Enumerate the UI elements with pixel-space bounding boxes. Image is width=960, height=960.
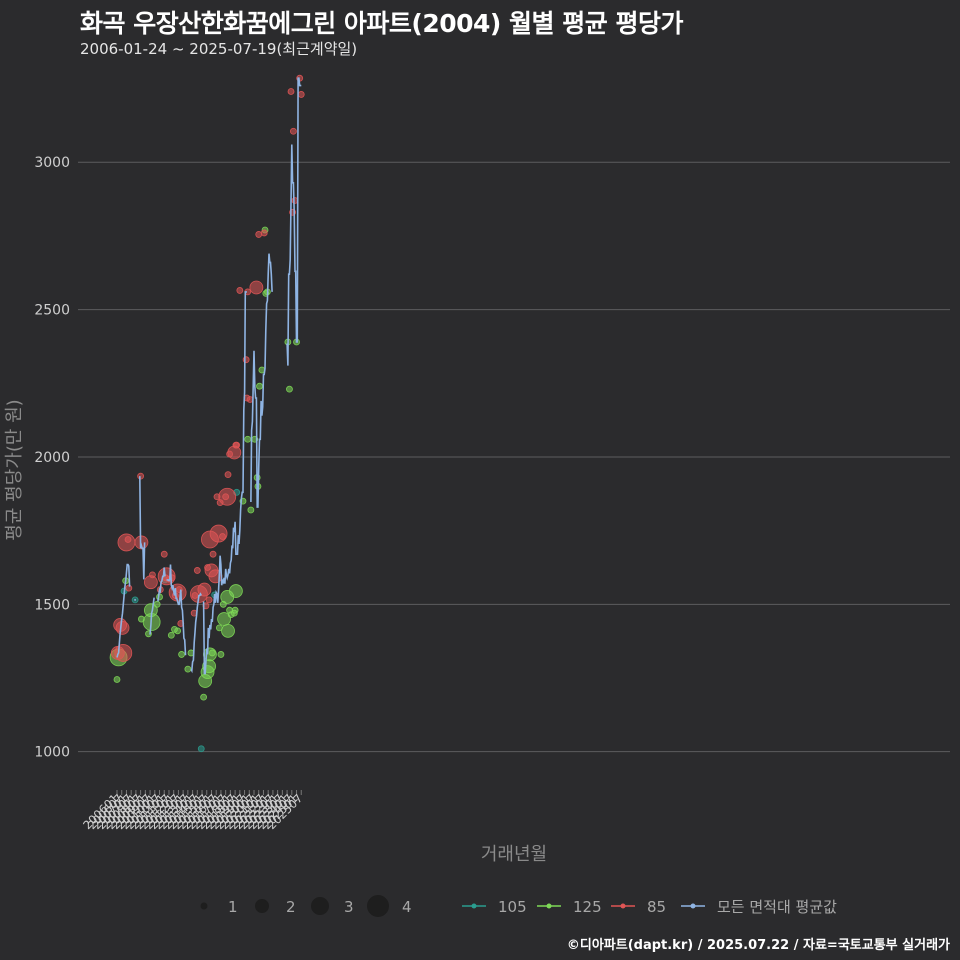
point-125: [247, 506, 255, 514]
average-line-segment: [202, 291, 247, 675]
average-line-segment: [157, 567, 166, 602]
point-85: [114, 644, 133, 662]
point-85: [287, 88, 295, 95]
size-legend-symbol: [311, 897, 329, 915]
point-85: [197, 582, 212, 597]
series-legend-dot: [690, 903, 696, 909]
average-line-segment: [190, 592, 203, 674]
series-legend-dot: [471, 903, 477, 909]
point-125: [231, 606, 239, 614]
series-legend-label: 105: [498, 898, 527, 916]
y-tick-label: 1500: [34, 597, 70, 613]
y-tick-label: 2000: [34, 450, 70, 466]
size-legend-symbol: [367, 895, 389, 917]
legend: 1 2 3 4 105 125 85 모든 면적대 평균값: [200, 895, 837, 917]
point-85: [236, 287, 244, 294]
size-legend-symbol: [255, 899, 269, 913]
point-85: [160, 550, 168, 558]
point-125: [174, 627, 182, 635]
series-legend-label: 모든 면적대 평균값: [717, 898, 837, 916]
average-line-segment: [166, 564, 187, 656]
chart-title: 화곡 우장산한화꿈에그린 아파트(2004) 월별 평균 평당가: [80, 9, 683, 38]
point-125: [256, 382, 263, 390]
average-line-segment: [250, 253, 273, 508]
size-legend-label: 1: [228, 898, 238, 916]
point-85: [224, 471, 232, 479]
average-line-segment: [116, 563, 131, 658]
average-line-segment: [139, 476, 146, 580]
size-legend-label: 3: [344, 898, 354, 916]
y-tick-label: 1000: [34, 745, 70, 761]
point-125: [167, 631, 175, 639]
size-legend-label: 2: [286, 898, 296, 916]
point-125: [208, 649, 216, 657]
series-legend-dot: [620, 903, 626, 909]
average-line-segment: [286, 77, 302, 366]
point-85: [193, 567, 201, 574]
point-85: [218, 487, 237, 506]
y-axis-label: 평균 평당가(만 원): [4, 399, 25, 540]
point-85: [289, 127, 297, 135]
point-85: [255, 231, 263, 238]
average-line: [116, 77, 302, 675]
point-125: [113, 676, 121, 683]
point-85: [249, 280, 264, 295]
point-125: [228, 584, 243, 598]
point-85: [209, 550, 217, 558]
point-125: [178, 651, 185, 658]
data-credit: ©디아파트(dapt.kr) / 2025.07.22 / 자료=국토교통부 실…: [566, 938, 950, 953]
series-legend-dot: [546, 903, 552, 909]
point-125: [217, 651, 225, 658]
y-tick-label: 3000: [34, 155, 70, 171]
x-axis-label: 거래년월: [481, 844, 547, 865]
point-85: [209, 524, 228, 543]
point-85: [149, 571, 156, 579]
series-legend-label: 85: [647, 898, 666, 916]
size-legend-symbol: [200, 902, 208, 910]
chart-subtitle: 2006-01-24 ~ 2025-07-19(최근계약일): [80, 40, 358, 58]
point-125: [184, 665, 192, 673]
size-legend-label: 4: [402, 898, 412, 916]
point-85: [124, 536, 132, 543]
point-125: [153, 600, 161, 608]
point-105: [197, 745, 205, 753]
point-85: [115, 620, 130, 635]
x-axis-ticks: 2006012006072007012007072008012008072009…: [80, 790, 305, 832]
average-line-segment: [149, 597, 155, 635]
point-85: [219, 533, 226, 540]
point-125: [221, 623, 235, 638]
point-125: [286, 385, 293, 393]
point-85: [205, 596, 213, 604]
point-125: [200, 693, 208, 701]
y-axis-ticks: 1000 1500 2000 2500 3000: [34, 155, 70, 760]
y-tick-label: 2500: [34, 303, 70, 319]
point-85: [297, 91, 305, 98]
series-legend-label: 125: [573, 898, 602, 916]
point-85: [233, 441, 241, 449]
point-125: [244, 435, 252, 443]
point-85: [260, 229, 268, 237]
